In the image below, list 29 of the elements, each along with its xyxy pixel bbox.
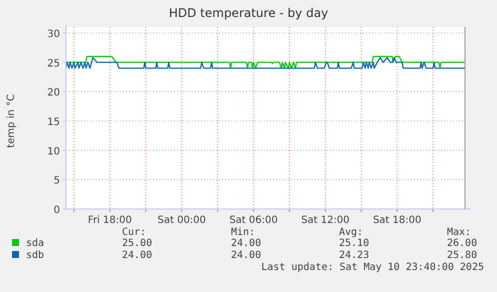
text: Last update: Sat May 10 23:40:00 2025 — [261, 262, 484, 273]
y-tick-label: 5 — [54, 176, 60, 187]
y-tick-label: 15 — [47, 117, 60, 128]
y-tick-label: 25 — [47, 58, 60, 70]
x-tick-label: Sat 00:00 — [158, 215, 206, 226]
y-axis-title: temp in °C — [6, 94, 17, 148]
y-tick-label: 0 — [54, 205, 60, 216]
text: 24.23 — [339, 250, 370, 261]
text: 24.00 — [231, 238, 262, 249]
x-tick-label: Fri 18:00 — [88, 215, 132, 226]
text: 25.80 — [447, 250, 478, 261]
text: 26.00 — [447, 238, 478, 249]
x-tick-label: Sat 18:00 — [372, 215, 422, 226]
chart-title: HDD temperature - by day — [168, 6, 328, 20]
text: 25.10 — [339, 238, 370, 249]
text: 25.00 — [122, 238, 152, 249]
text: Cur: — [122, 227, 146, 238]
legend-label: sda — [26, 238, 44, 249]
x-tick-label: Sat 06:00 — [229, 215, 278, 226]
y-tick-label: 20 — [47, 88, 60, 99]
x-tick-label: Sat 12:00 — [301, 215, 350, 226]
text: Min: — [231, 227, 256, 238]
y-tick-label: 30 — [47, 29, 60, 40]
legend-label: sdb — [26, 250, 44, 261]
text: 24.00 — [122, 250, 152, 261]
y-tick-label: 10 — [47, 146, 60, 158]
text: Max: — [447, 227, 472, 238]
text: 24.00 — [231, 250, 262, 261]
text: Avg: — [339, 227, 364, 238]
